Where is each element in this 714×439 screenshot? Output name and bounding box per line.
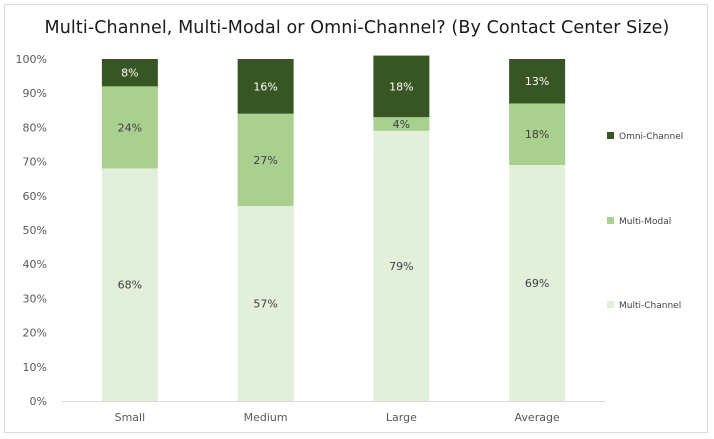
- legend-label: Multi-Modal: [619, 217, 671, 227]
- data-label: 57%: [253, 298, 277, 311]
- data-label: 27%: [253, 154, 277, 167]
- y-tick-label: 0%: [30, 395, 47, 408]
- bar-segment-omni-channel: [101, 59, 158, 87]
- y-tick-label: 20%: [23, 327, 47, 340]
- data-label: 18%: [525, 128, 549, 141]
- data-label: 68%: [118, 279, 142, 292]
- bars: 68% 24% 8% 57% 27% 16% 79% 4% 18% 69% 18% 13%: [101, 55, 566, 401]
- data-label: 13%: [525, 75, 549, 88]
- bar-segment-multi-modal: [101, 86, 158, 169]
- data-label: 79%: [389, 260, 413, 273]
- legend-swatch: [607, 217, 614, 224]
- bar-segment-multi-modal: [509, 103, 566, 166]
- x-axis: Small Medium Large Average: [62, 401, 605, 424]
- legend-swatch: [607, 301, 614, 308]
- y-axis: 0% 10% 20% 30% 40% 50% 60% 70% 80% 90% 100%: [16, 53, 47, 408]
- y-tick-label: 90%: [23, 87, 47, 100]
- bar-segment-multi-channel: [509, 165, 566, 401]
- bar-segment-multi-channel: [373, 130, 430, 401]
- x-tick-label: Large: [386, 411, 417, 424]
- x-tick-label: Medium: [244, 411, 288, 424]
- data-label: 8%: [121, 67, 138, 80]
- bar-segment-multi-modal: [237, 113, 294, 207]
- legend-label: Multi-Channel: [619, 301, 681, 311]
- x-tick-label: Average: [515, 411, 560, 424]
- bar-segment-omni-channel: [373, 55, 430, 118]
- bar-segment-multi-channel: [237, 206, 294, 401]
- bar-segment-multi-channel: [101, 168, 158, 401]
- data-label: 69%: [525, 277, 549, 290]
- y-tick-label: 10%: [23, 361, 47, 374]
- y-tick-label: 80%: [23, 121, 47, 134]
- data-label: 4%: [393, 118, 410, 131]
- data-label: 24%: [118, 121, 142, 134]
- y-tick-label: 40%: [23, 258, 47, 271]
- x-tick-label: Small: [115, 411, 146, 424]
- bar-segment-multi-modal: [373, 117, 430, 131]
- y-tick-label: 60%: [23, 190, 47, 203]
- bar-segment-omni-channel: [237, 59, 294, 114]
- y-tick-label: 30%: [23, 292, 47, 305]
- bar-segment-omni-channel: [509, 59, 566, 104]
- data-label: 18%: [389, 80, 413, 93]
- legend-swatch: [607, 132, 614, 139]
- y-tick-label: 70%: [23, 156, 47, 169]
- chart-title: Multi-Channel, Multi-Modal or Omni-Chann…: [44, 18, 670, 38]
- legend-label: Omni-Channel: [619, 132, 683, 142]
- legend: Omni-Channel Multi-Modal Multi-Channel: [607, 132, 683, 311]
- y-tick-label: 50%: [23, 224, 47, 237]
- data-label: 16%: [253, 80, 277, 93]
- y-tick-label: 100%: [16, 53, 47, 66]
